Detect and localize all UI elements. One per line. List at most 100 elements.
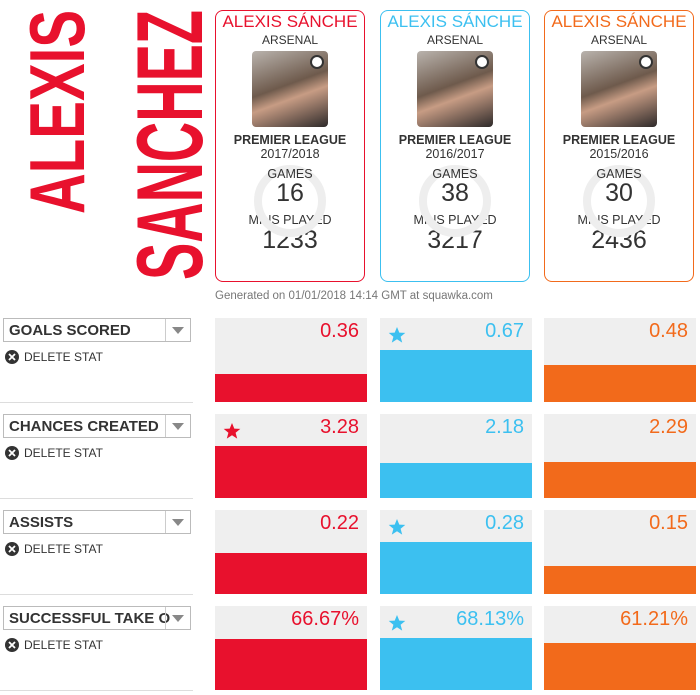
stat-cell: 2.29 bbox=[544, 414, 696, 498]
stat-bar bbox=[215, 553, 367, 594]
delete-label: DELETE STAT bbox=[24, 446, 103, 460]
dropdown-arrow[interactable] bbox=[165, 319, 190, 341]
player-photo bbox=[581, 51, 657, 127]
arrow-icon bbox=[172, 327, 184, 334]
games-ring bbox=[254, 165, 326, 237]
stat-value: 2.29 bbox=[649, 416, 688, 438]
club-badge bbox=[310, 55, 324, 69]
row-separator bbox=[0, 402, 193, 403]
stat-value: 3.28 bbox=[320, 416, 359, 438]
best-star bbox=[388, 327, 406, 343]
row-separator bbox=[0, 594, 193, 595]
delete-stat[interactable]: DELETE STAT bbox=[4, 349, 103, 365]
delete-stat[interactable]: DELETE STAT bbox=[4, 637, 103, 653]
card-team: ARSENAL bbox=[261, 33, 319, 47]
arrow-icon bbox=[172, 423, 184, 430]
stat-select[interactable]: SUCCESSFUL TAKE O bbox=[3, 606, 191, 630]
stat-bar bbox=[380, 350, 532, 402]
games-label: GAMES bbox=[267, 167, 313, 181]
delete-label: DELETE STAT bbox=[24, 350, 103, 364]
best-star bbox=[223, 423, 241, 439]
dropdown-arrow[interactable] bbox=[165, 415, 190, 437]
best-star bbox=[388, 615, 406, 631]
stat-select[interactable]: ASSISTS bbox=[3, 510, 191, 534]
games-value: 30 bbox=[605, 179, 633, 207]
stat-value: 0.28 bbox=[485, 512, 524, 534]
player-photo bbox=[252, 51, 328, 127]
card-team: ARSENAL bbox=[590, 33, 648, 47]
stat-bar bbox=[544, 643, 696, 690]
card-name: ALEXIS SÁNCHE bbox=[222, 12, 358, 31]
player-card: ALEXIS SÁNCHE ARSENAL PREMIER LEAGUE 2017/2… bbox=[215, 10, 365, 282]
row-separator bbox=[0, 498, 193, 499]
stat-value: 2.18 bbox=[485, 416, 524, 438]
dropdown-arrow[interactable] bbox=[165, 607, 190, 629]
games-value: 16 bbox=[276, 179, 304, 207]
first-name: ALEXIS bbox=[13, 10, 101, 214]
player-card: ALEXIS SÁNCHE ARSENAL PREMIER LEAGUE 2015/2… bbox=[544, 10, 694, 282]
delete-icon bbox=[5, 446, 19, 460]
delete-icon bbox=[5, 638, 19, 652]
row-separator bbox=[0, 690, 193, 691]
card-league: PREMIER LEAGUE bbox=[562, 133, 676, 147]
games-ring bbox=[419, 165, 491, 237]
club-badge bbox=[475, 55, 489, 69]
last-name: SANCHEZ bbox=[117, 10, 210, 280]
delete-stat[interactable]: DELETE STAT bbox=[4, 541, 103, 557]
dropdown-arrow[interactable] bbox=[165, 511, 190, 533]
footer: Generated on 01/01/2018 14:14 GMT at squ… bbox=[215, 290, 493, 302]
card-season: 2016/2017 bbox=[425, 147, 485, 161]
games-label: GAMES bbox=[432, 167, 478, 181]
stat-cell: 68.13% bbox=[380, 606, 532, 690]
player-card: ALEXIS SÁNCHE ARSENAL PREMIER LEAGUE 2016/2… bbox=[380, 10, 530, 282]
stat-value: 66.67% bbox=[291, 608, 359, 630]
stat-value: 0.15 bbox=[649, 512, 688, 534]
stat-cell: 0.22 bbox=[215, 510, 367, 594]
stat-cell: 3.28 bbox=[215, 414, 367, 498]
delete-icon bbox=[5, 542, 19, 556]
card-name: ALEXIS SÁNCHE bbox=[551, 12, 687, 31]
stat-cell: 0.15 bbox=[544, 510, 696, 594]
stat-bar bbox=[380, 542, 532, 594]
stat-label: CHANCES CREATED bbox=[9, 418, 159, 435]
games-ring bbox=[583, 165, 655, 237]
card-league: PREMIER LEAGUE bbox=[233, 133, 347, 147]
stat-cell: 0.48 bbox=[544, 318, 696, 402]
delete-label: DELETE STAT bbox=[24, 542, 103, 556]
stat-value: 0.67 bbox=[485, 320, 524, 342]
stat-bar bbox=[380, 638, 532, 690]
delete-stat[interactable]: DELETE STAT bbox=[4, 445, 103, 461]
stat-cell: 2.18 bbox=[380, 414, 532, 498]
stat-bar bbox=[544, 364, 696, 402]
delete-icon bbox=[5, 350, 19, 364]
stat-bar bbox=[215, 639, 367, 690]
stat-label: GOALS SCORED bbox=[9, 322, 131, 339]
card-league: PREMIER LEAGUE bbox=[398, 133, 512, 147]
arrow-icon bbox=[172, 519, 184, 526]
stat-cell: 0.28 bbox=[380, 510, 532, 594]
stat-bar bbox=[215, 374, 367, 402]
best-star bbox=[388, 519, 406, 535]
card-season: 2015/2016 bbox=[589, 147, 649, 161]
stat-select[interactable]: GOALS SCORED bbox=[3, 318, 191, 342]
stat-bar bbox=[380, 463, 532, 498]
stat-value: 61.21% bbox=[620, 608, 688, 630]
stat-value: 68.13% bbox=[456, 608, 524, 630]
stat-select[interactable]: CHANCES CREATED bbox=[3, 414, 191, 438]
stat-bar bbox=[544, 566, 696, 594]
player-photo bbox=[417, 51, 493, 127]
player-name: ALEXIS SANCHEZ bbox=[13, 10, 210, 280]
arrow-icon bbox=[172, 615, 184, 622]
stat-cell: 66.67% bbox=[215, 606, 367, 690]
stat-cell: 0.36 bbox=[215, 318, 367, 402]
stat-value: 0.36 bbox=[320, 320, 359, 342]
stat-bar bbox=[544, 461, 696, 498]
card-season: 2017/2018 bbox=[260, 147, 320, 161]
stat-value: 0.22 bbox=[320, 512, 359, 534]
card-team: ARSENAL bbox=[426, 33, 484, 47]
club-badge bbox=[639, 55, 653, 69]
card-name: ALEXIS SÁNCHE bbox=[387, 12, 523, 31]
stat-label: SUCCESSFUL TAKE O bbox=[9, 610, 171, 627]
stat-cell: 61.21% bbox=[544, 606, 696, 690]
